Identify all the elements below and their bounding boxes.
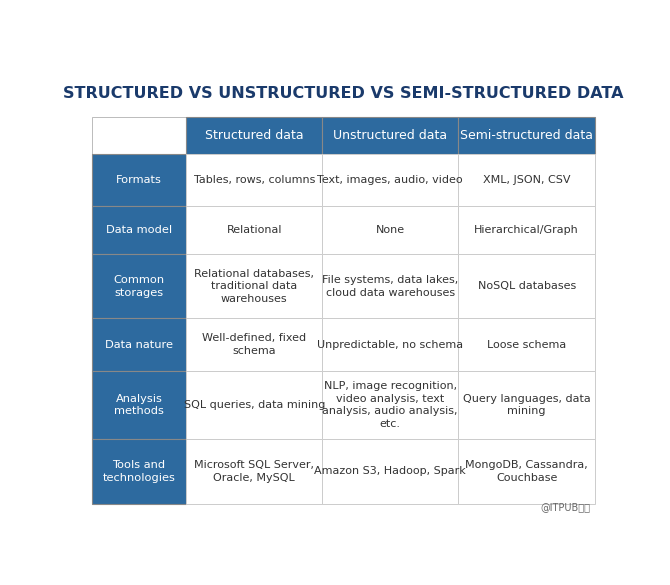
- Text: Data nature: Data nature: [105, 339, 173, 350]
- Text: Semi-structured data: Semi-structured data: [460, 129, 593, 142]
- Text: Microsoft SQL Server,
Oracle, MySQL: Microsoft SQL Server, Oracle, MySQL: [194, 460, 314, 483]
- Text: Relational: Relational: [226, 225, 282, 235]
- Bar: [322, 254, 458, 318]
- Text: MongoDB, Cassandra,
Couchbase: MongoDB, Cassandra, Couchbase: [466, 460, 588, 483]
- Text: Formats: Formats: [116, 176, 162, 185]
- Bar: [322, 439, 458, 504]
- Text: Text, images, audio, video: Text, images, audio, video: [318, 176, 463, 185]
- Bar: [92, 254, 186, 318]
- Bar: [92, 118, 186, 154]
- Bar: [458, 254, 595, 318]
- Text: @ITPUB博客: @ITPUB博客: [540, 503, 590, 512]
- Bar: [186, 318, 322, 371]
- Bar: [92, 207, 186, 254]
- Text: Unpredictable, no schema: Unpredictable, no schema: [317, 339, 463, 350]
- Text: Unstructured data: Unstructured data: [333, 129, 448, 142]
- Bar: [186, 154, 322, 207]
- Bar: [458, 154, 595, 207]
- Text: NoSQL databases: NoSQL databases: [478, 281, 576, 291]
- Bar: [322, 318, 458, 371]
- Text: Structured data: Structured data: [205, 129, 304, 142]
- Text: Hierarchical/Graph: Hierarchical/Graph: [474, 225, 579, 235]
- Bar: [186, 207, 322, 254]
- Bar: [92, 371, 186, 439]
- Text: Analysis
methods: Analysis methods: [114, 394, 164, 417]
- Text: SQL queries, data mining: SQL queries, data mining: [184, 400, 325, 410]
- Text: File systems, data lakes,
cloud data warehouses: File systems, data lakes, cloud data war…: [322, 275, 458, 298]
- Bar: [458, 207, 595, 254]
- Bar: [322, 371, 458, 439]
- Bar: [92, 318, 186, 371]
- Bar: [92, 439, 186, 504]
- Text: None: None: [376, 225, 405, 235]
- Text: Common
storages: Common storages: [113, 275, 164, 298]
- Bar: [322, 207, 458, 254]
- Bar: [186, 439, 322, 504]
- Text: Data model: Data model: [106, 225, 172, 235]
- Text: NLP, image recognition,
video analysis, text
analysis, audio analysis,
etc.: NLP, image recognition, video analysis, …: [322, 381, 458, 429]
- Text: Well-defined, fixed
schema: Well-defined, fixed schema: [202, 333, 306, 356]
- Bar: [458, 318, 595, 371]
- Bar: [186, 118, 322, 154]
- Text: Amazon S3, Hadoop, Spark: Amazon S3, Hadoop, Spark: [314, 466, 466, 476]
- Text: Loose schema: Loose schema: [487, 339, 566, 350]
- Text: XML, JSON, CSV: XML, JSON, CSV: [483, 176, 570, 185]
- Bar: [458, 118, 595, 154]
- Bar: [186, 254, 322, 318]
- Bar: [92, 154, 186, 207]
- Text: STRUCTURED VS UNSTRUCTURED VS SEMI-STRUCTURED DATA: STRUCTURED VS UNSTRUCTURED VS SEMI-STRUC…: [63, 86, 624, 101]
- Bar: [186, 371, 322, 439]
- Bar: [458, 439, 595, 504]
- Text: Relational databases,
traditional data
warehouses: Relational databases, traditional data w…: [194, 269, 314, 304]
- Text: Tools and
technologies: Tools and technologies: [103, 460, 176, 483]
- Bar: [458, 371, 595, 439]
- Bar: [322, 154, 458, 207]
- Bar: [322, 118, 458, 154]
- Text: Query languages, data
mining: Query languages, data mining: [463, 394, 590, 417]
- Text: Tables, rows, columns: Tables, rows, columns: [194, 176, 315, 185]
